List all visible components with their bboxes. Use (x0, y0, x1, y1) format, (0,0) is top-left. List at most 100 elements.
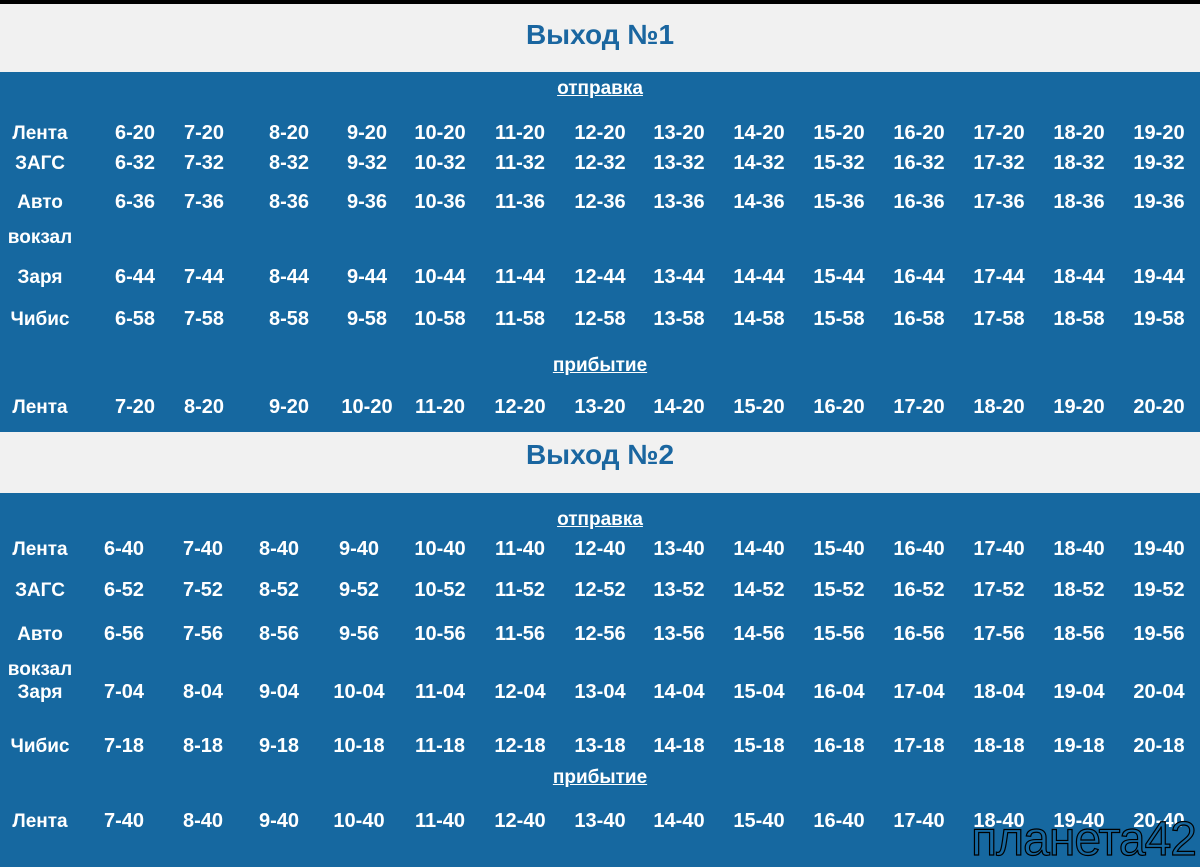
time: 14-52 (733, 579, 785, 601)
time: 12-32 (574, 152, 626, 174)
time: 19-58 (1133, 308, 1185, 330)
section-title: Выход №2 (525, 439, 675, 470)
time: 6-36 (114, 191, 156, 213)
time: 11-56 (494, 623, 546, 645)
time: 11-20 (494, 122, 546, 144)
time: 17-36 (973, 191, 1025, 213)
time: 14-40 (733, 538, 785, 560)
time: 14-04 (653, 681, 705, 703)
arrival-heading: прибытие (552, 767, 648, 788)
time: 18-18 (973, 735, 1025, 757)
time: 6-32 (114, 152, 156, 174)
time: 10-20 (414, 122, 466, 144)
time: 7-18 (103, 735, 145, 757)
time: 12-04 (494, 681, 546, 703)
time: 17-40 (893, 810, 945, 832)
time: 8-36 (268, 191, 310, 213)
time: 9-18 (258, 735, 300, 757)
time: 9-40 (258, 810, 300, 832)
time: 15-40 (733, 810, 785, 832)
time: 17-20 (893, 396, 945, 418)
time: 12-36 (574, 191, 626, 213)
time: 8-20 (183, 396, 225, 418)
time: 7-40 (103, 810, 145, 832)
time: 14-58 (733, 308, 785, 330)
time: 8-40 (182, 810, 224, 832)
time: 7-04 (103, 681, 145, 703)
time: 10-40 (414, 538, 466, 560)
time: 16-56 (893, 623, 945, 645)
time: 16-52 (893, 579, 945, 601)
time: 12-18 (494, 735, 546, 757)
time: 7-36 (183, 191, 225, 213)
watermark: планета42 (971, 812, 1198, 866)
time: 10-56 (414, 623, 466, 645)
stop-name: Лента (12, 123, 68, 144)
time: 8-52 (258, 579, 300, 601)
time: 7-44 (183, 266, 225, 288)
time: 14-20 (653, 396, 705, 418)
time: 19-40 (1133, 538, 1185, 560)
time: 6-58 (114, 308, 156, 330)
time: 19-18 (1053, 735, 1105, 757)
time: 16-32 (893, 152, 945, 174)
time: 17-04 (893, 681, 945, 703)
time: 6-40 (103, 538, 145, 560)
time: 10-40 (333, 810, 385, 832)
time: 8-40 (258, 538, 300, 560)
time: 19-32 (1133, 152, 1185, 174)
time: 18-32 (1053, 152, 1105, 174)
time: 17-18 (893, 735, 945, 757)
time: 13-18 (574, 735, 626, 757)
time: 14-56 (733, 623, 785, 645)
time: 11-40 (414, 810, 466, 832)
time: 13-56 (653, 623, 705, 645)
top-border (0, 0, 1200, 4)
stop-name: Заря (17, 267, 63, 288)
time: 15-40 (813, 538, 865, 560)
time: 16-20 (813, 396, 865, 418)
stop-name: ЗАГС (15, 580, 65, 601)
time: 14-44 (733, 266, 785, 288)
time: 16-04 (813, 681, 865, 703)
time: 13-04 (574, 681, 626, 703)
time: 11-40 (494, 538, 546, 560)
time: 10-18 (333, 735, 385, 757)
time: 15-20 (733, 396, 785, 418)
time: 17-40 (973, 538, 1025, 560)
time: 11-44 (494, 266, 546, 288)
time: 9-44 (346, 266, 388, 288)
time: 7-20 (183, 122, 225, 144)
title-band (0, 432, 1200, 493)
time: 19-20 (1053, 396, 1105, 418)
time: 7-56 (182, 623, 224, 645)
time: 11-52 (494, 579, 546, 601)
time: 11-58 (494, 308, 546, 330)
time: 19-04 (1053, 681, 1105, 703)
time: 15-58 (813, 308, 865, 330)
time: 9-40 (338, 538, 380, 560)
time: 15-04 (733, 681, 785, 703)
time: 16-36 (893, 191, 945, 213)
time: 12-40 (574, 538, 626, 560)
time: 8-32 (268, 152, 310, 174)
time: 17-58 (973, 308, 1025, 330)
time: 13-40 (653, 538, 705, 560)
time: 18-52 (1053, 579, 1105, 601)
time: 14-20 (733, 122, 785, 144)
time: 8-58 (268, 308, 310, 330)
time: 18-40 (973, 810, 1025, 832)
time: 14-40 (653, 810, 705, 832)
time: 16-40 (893, 538, 945, 560)
time: 12-20 (494, 396, 546, 418)
time: 18-40 (1053, 538, 1105, 560)
time: 9-04 (258, 681, 300, 703)
time: 7-58 (183, 308, 225, 330)
time: 19-40 (1053, 810, 1105, 832)
time: 13-44 (653, 266, 705, 288)
time: 10-36 (414, 191, 466, 213)
time: 15-52 (813, 579, 865, 601)
title-band (0, 4, 1200, 72)
stop-name: Авто вокзал (7, 624, 73, 680)
time: 6-20 (114, 122, 156, 144)
